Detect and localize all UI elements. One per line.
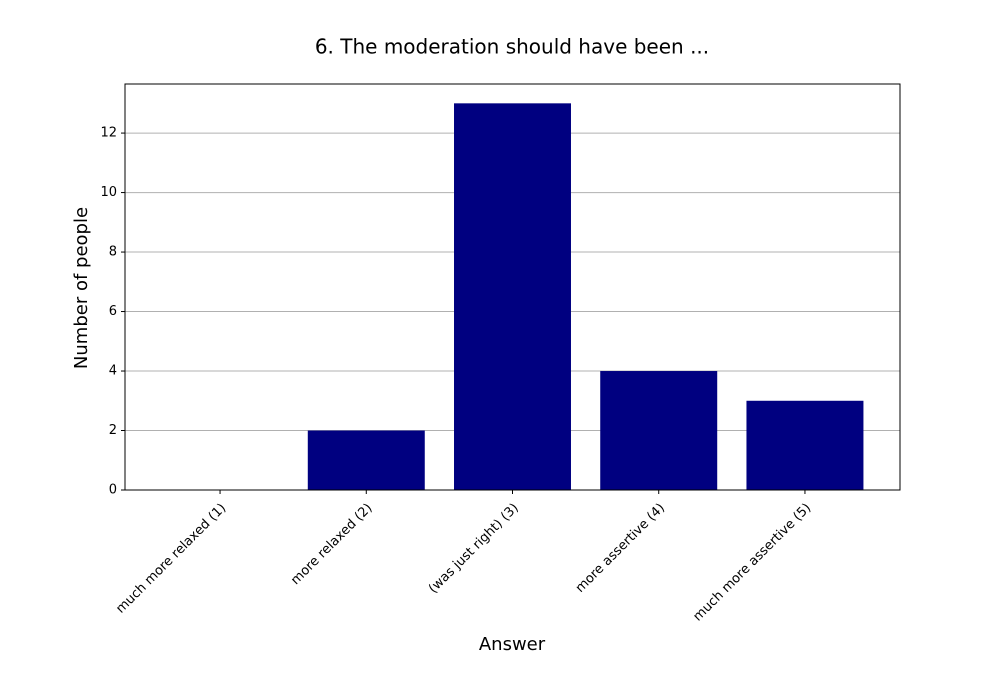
bar bbox=[600, 371, 718, 490]
chart-title: 6. The moderation should have been ... bbox=[315, 35, 709, 59]
y-tick-label: 6 bbox=[109, 304, 117, 319]
bar bbox=[454, 103, 571, 490]
y-tick-label: 4 bbox=[109, 364, 117, 379]
bars bbox=[307, 103, 864, 490]
x-axis-label: Answer bbox=[479, 634, 546, 655]
bar bbox=[307, 430, 425, 490]
y-tick-label: 2 bbox=[109, 423, 117, 438]
y-tick-label: 10 bbox=[100, 185, 117, 200]
bar bbox=[746, 400, 864, 490]
y-tick-label: 12 bbox=[100, 126, 117, 141]
y-tick-label: 8 bbox=[109, 245, 117, 260]
y-tick-label: 0 bbox=[109, 483, 117, 498]
y-axis-label: Number of people bbox=[71, 207, 92, 369]
